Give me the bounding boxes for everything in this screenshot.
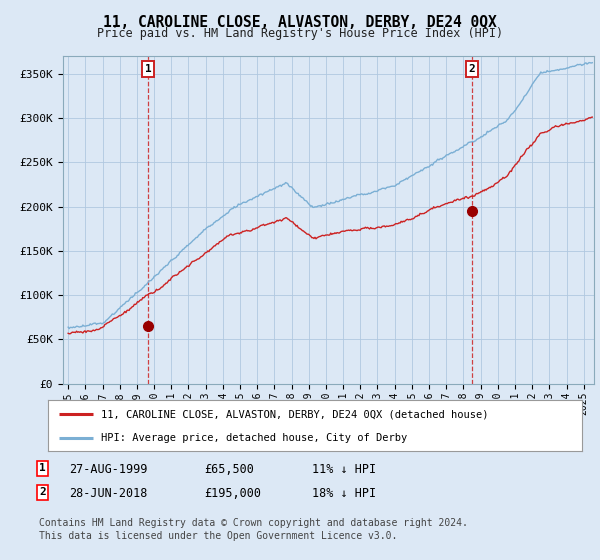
Text: Contains HM Land Registry data © Crown copyright and database right 2024.
This d: Contains HM Land Registry data © Crown c… — [39, 518, 468, 541]
Text: HPI: Average price, detached house, City of Derby: HPI: Average price, detached house, City… — [101, 433, 407, 443]
Text: 18% ↓ HPI: 18% ↓ HPI — [312, 487, 376, 500]
Text: 1: 1 — [39, 463, 46, 473]
Text: 11, CAROLINE CLOSE, ALVASTON, DERBY, DE24 0QX: 11, CAROLINE CLOSE, ALVASTON, DERBY, DE2… — [103, 15, 497, 30]
Text: 2: 2 — [469, 64, 475, 74]
Text: 11% ↓ HPI: 11% ↓ HPI — [312, 463, 376, 476]
Text: £195,000: £195,000 — [204, 487, 261, 500]
Text: £65,500: £65,500 — [204, 463, 254, 476]
Text: 27-AUG-1999: 27-AUG-1999 — [69, 463, 148, 476]
Text: 28-JUN-2018: 28-JUN-2018 — [69, 487, 148, 500]
Text: 1: 1 — [145, 64, 151, 74]
Text: 2: 2 — [39, 487, 46, 497]
Text: 11, CAROLINE CLOSE, ALVASTON, DERBY, DE24 0QX (detached house): 11, CAROLINE CLOSE, ALVASTON, DERBY, DE2… — [101, 409, 489, 419]
Text: Price paid vs. HM Land Registry's House Price Index (HPI): Price paid vs. HM Land Registry's House … — [97, 27, 503, 40]
